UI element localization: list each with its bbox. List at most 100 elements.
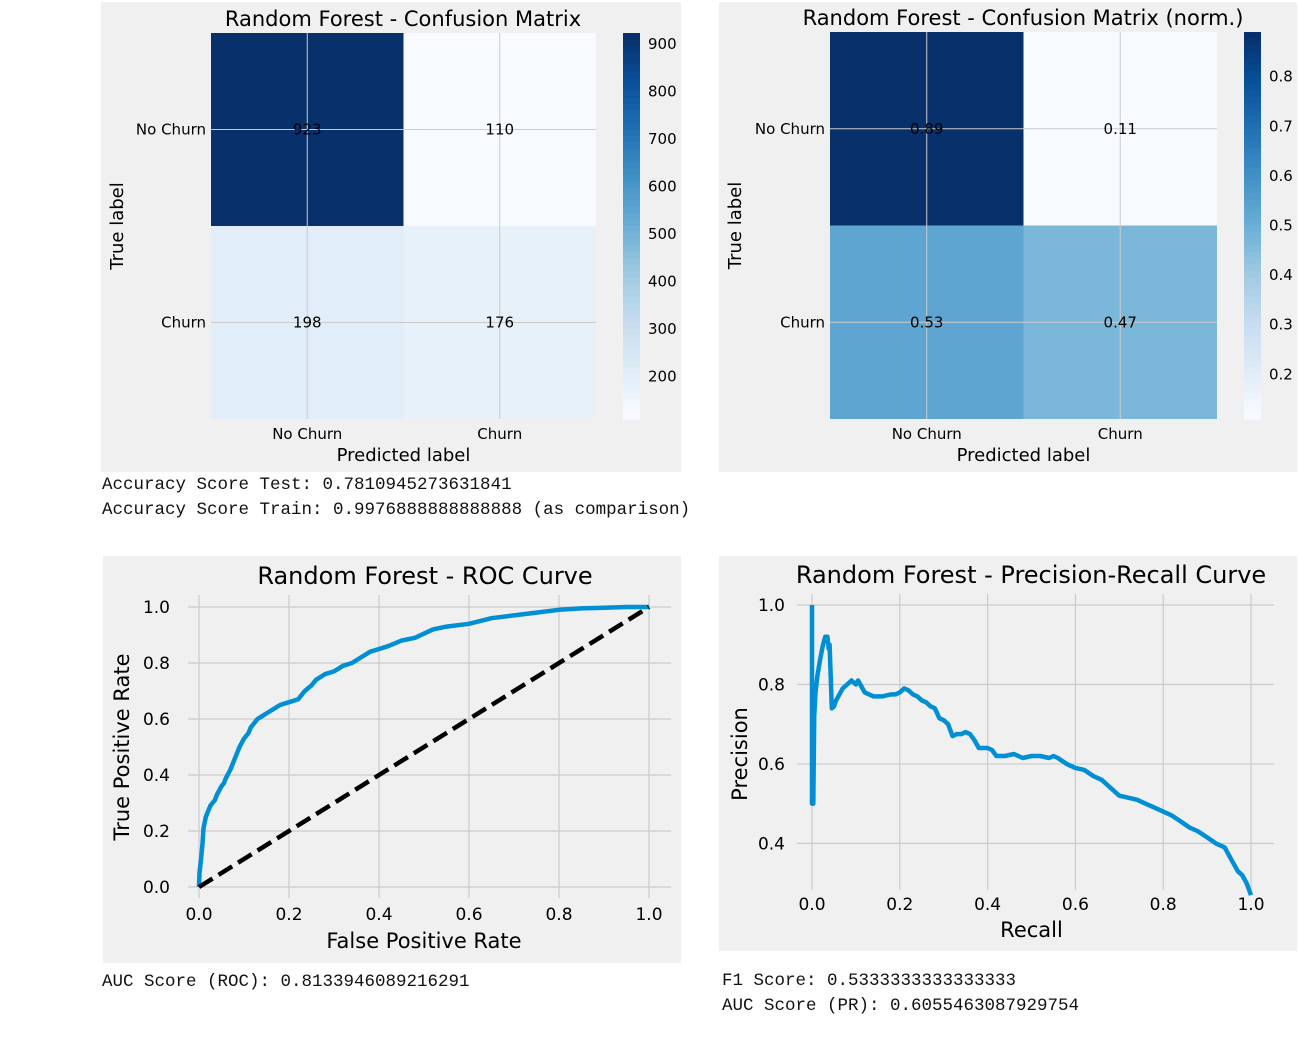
colorbar-segment (1244, 277, 1261, 285)
confusion-matrix-chart: Random Forest - Confusion Matrix 923 110 19… (107, 7, 677, 466)
colorbar-segment (623, 290, 640, 298)
colorbar-segment (1244, 173, 1261, 181)
confusion-matrix-panel: Random Forest - Confusion Matrix 923 110 19… (101, 2, 681, 472)
colorbar-segment (1244, 290, 1261, 298)
cell-label: 110 (485, 121, 514, 139)
colorbar-segment (1244, 231, 1261, 239)
colorbar-segment (1244, 373, 1261, 381)
colorbar-segment (623, 97, 640, 105)
colorbar-segment (1244, 141, 1261, 149)
colorbar-segment (1244, 38, 1261, 46)
colorbar-segment (623, 393, 640, 401)
colorbar-segment (623, 187, 640, 195)
y-tick-label: No Churn (136, 121, 206, 139)
y-axis-label: Precision (728, 707, 752, 801)
colorbar-segment (623, 52, 640, 60)
colorbar-segment (1244, 225, 1261, 233)
colorbar-segment (623, 155, 640, 163)
colorbar-segment (623, 245, 640, 253)
x-tick-label: 0.2 (886, 895, 913, 915)
curve-line (809, 605, 1254, 896)
confusion-matrix-norm-panel: Random Forest - Confusion Matrix (norm.)… (719, 2, 1297, 472)
colorbar-tick-label: 400 (648, 272, 677, 290)
x-tick-label: 1.0 (1237, 895, 1264, 915)
colorbar-segment (1244, 386, 1261, 394)
colorbar-segment (1244, 180, 1261, 188)
cell-label: 923 (293, 121, 322, 139)
colorbar-tick-label: 600 (648, 177, 677, 195)
colorbar-tick-label: 200 (648, 367, 677, 385)
colorbar-segment (1244, 44, 1261, 52)
x-tick-label: Churn (477, 425, 522, 443)
x-tick-label: No Churn (272, 425, 342, 443)
chart-title: Random Forest - Precision-Recall Curve (796, 561, 1266, 589)
colorbar-segment (623, 226, 640, 234)
colorbar-segment (623, 142, 640, 150)
y-axis-label: True label (107, 182, 128, 271)
colorbar-segment (623, 373, 640, 381)
y-tick-label: 0.4 (758, 834, 785, 854)
colorbar-segment (623, 406, 640, 414)
colorbar-segment (1244, 270, 1261, 278)
colorbar-segment (623, 78, 640, 86)
colorbar-segment (623, 386, 640, 394)
colorbar-segment (1244, 57, 1261, 65)
colorbar-segment (623, 251, 640, 259)
x-tick-label: 0.8 (1150, 895, 1177, 915)
colorbar-tick-label: 0.2 (1269, 365, 1293, 383)
colorbar-segment (1244, 102, 1261, 110)
y-tick-label: 1.0 (758, 596, 785, 616)
cell-label: 0.47 (1104, 313, 1137, 331)
y-tick-label: Churn (161, 314, 206, 332)
colorbar-segment (623, 206, 640, 214)
colorbar-tick-label: 0.7 (1269, 117, 1293, 135)
colorbar-segment (623, 110, 640, 118)
colorbar-segment (1244, 367, 1261, 375)
x-tick-label: 0.8 (545, 905, 572, 925)
y-tick-label: 0.0 (143, 878, 170, 898)
colorbar-segment (623, 174, 640, 182)
colorbar-segment (623, 271, 640, 279)
x-tick-label: 0.6 (1062, 895, 1089, 915)
y-tick-label: 0.8 (143, 654, 170, 674)
x-tick-label: 0.2 (275, 905, 302, 925)
colorbar-segment (623, 90, 640, 98)
diagonal-reference-line (197, 605, 651, 889)
cell-label: 198 (293, 314, 322, 332)
y-tick-label: 0.2 (143, 822, 170, 842)
colorbar-segment (623, 180, 640, 188)
colorbar-segment (623, 348, 640, 356)
colorbar-segment (623, 303, 640, 311)
colorbar-segment (1244, 193, 1261, 201)
colorbar-segment (1244, 406, 1261, 414)
y-tick-label: No Churn (755, 120, 825, 138)
colorbar-tick-label: 0.6 (1269, 167, 1293, 185)
accuracy-test-text: Accuracy Score Test: 0.7810945273631841 (102, 475, 512, 495)
colorbar-segment (623, 58, 640, 66)
colorbar-tick-label: 0.8 (1269, 68, 1293, 86)
colorbar-segment (1244, 354, 1261, 362)
colorbar-segment (1244, 309, 1261, 317)
colorbar-segment (1244, 70, 1261, 78)
x-tick-label: 0.0 (798, 895, 825, 915)
auc-pr-text: AUC Score (PR): 0.6055463087929754 (722, 996, 1080, 1016)
colorbar-segment (623, 33, 640, 41)
cell-label: 0.89 (910, 120, 943, 138)
f1-score-text: F1 Score: 0.5333333333333333 (722, 971, 1017, 991)
colorbar-segment (623, 283, 640, 291)
colorbar-segment (623, 335, 640, 343)
colorbar-segment (1244, 283, 1261, 291)
colorbar-segment (623, 258, 640, 266)
roc-curve-chart: Random Forest - ROC Curve 0.0 0.2 0.4 0.6 0.8… (110, 562, 671, 953)
colorbar-segment (1244, 32, 1261, 40)
colorbar-segment (623, 322, 640, 330)
colorbar-tick-label: 0.3 (1269, 316, 1293, 334)
colorbar-segment (623, 45, 640, 53)
x-axis-label: Recall (1000, 918, 1063, 942)
colorbar-segment (623, 399, 640, 407)
confusion-matrix-norm-chart: Random Forest - Confusion Matrix (norm.)… (725, 6, 1293, 466)
colorbar-segment (623, 219, 640, 227)
x-tick-label: Churn (1098, 425, 1143, 443)
accuracy-train-text: Accuracy Score Train: 0.9976888888888888… (102, 500, 691, 520)
auc-roc-text: AUC Score (ROC): 0.8133946089216291 (102, 972, 470, 992)
